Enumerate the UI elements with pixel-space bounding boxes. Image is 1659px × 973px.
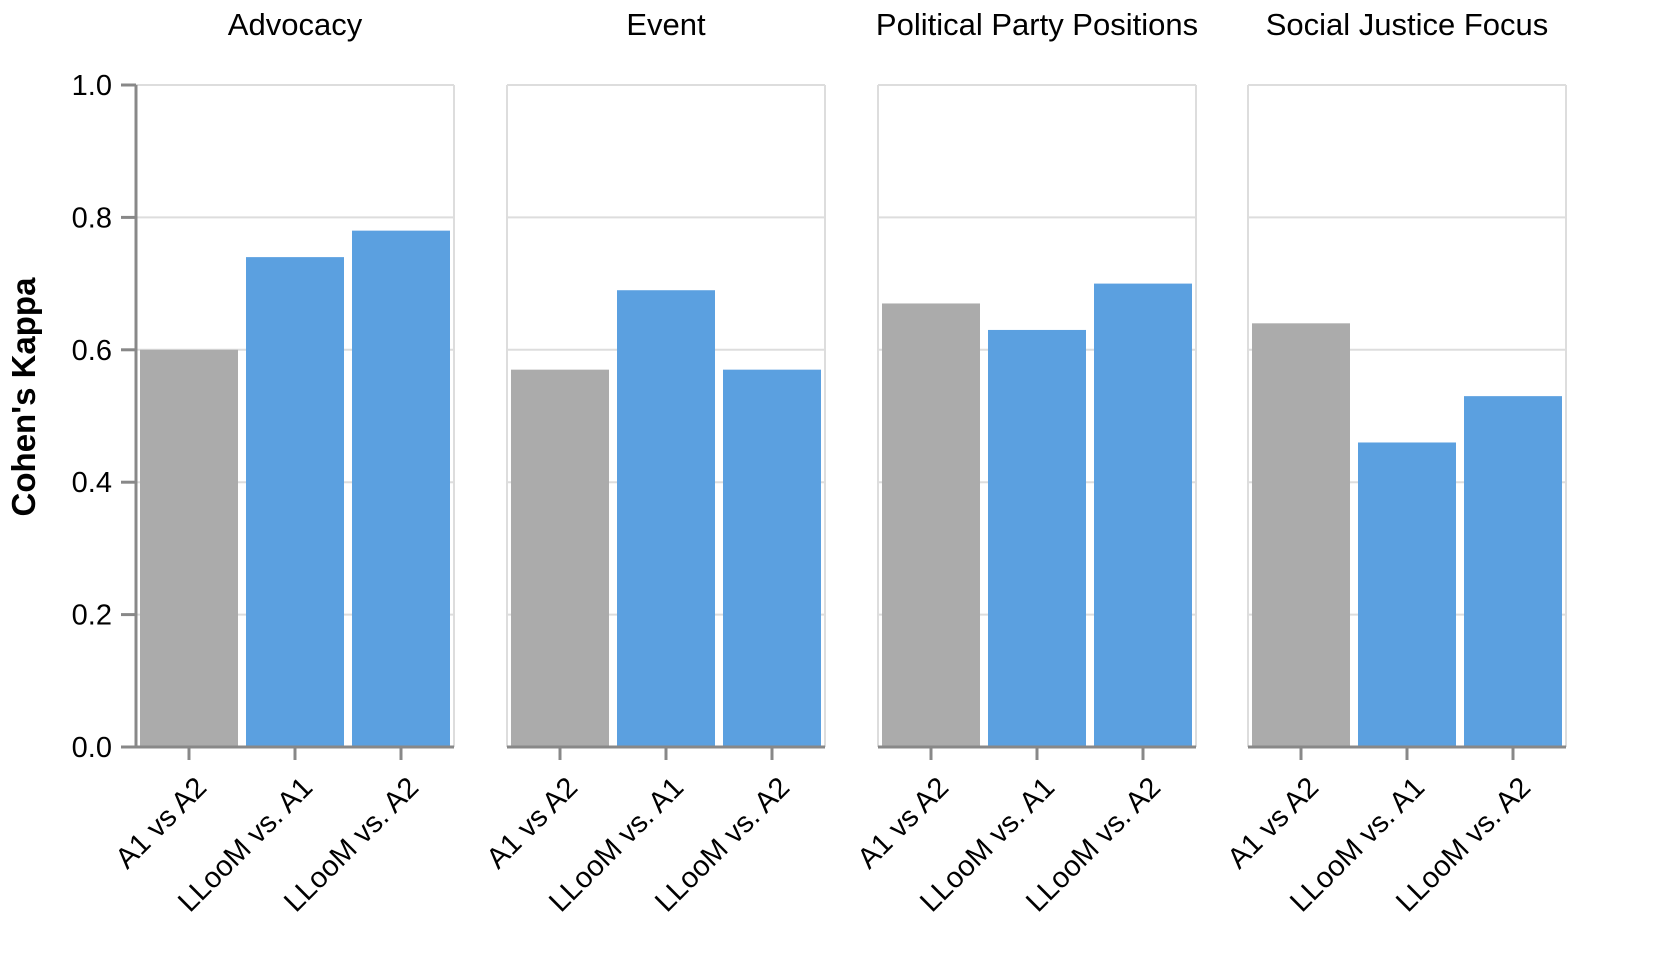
bar-social-justice-focus-2 <box>1358 442 1456 747</box>
x-tick-label: A1 vs A2 <box>110 771 214 875</box>
facet-title-political-party-positions: Political Party Positions <box>876 7 1198 42</box>
y-tick-label: 0.8 <box>72 202 112 234</box>
y-tick-label: 1.0 <box>72 70 112 102</box>
bar-political-party-positions-3 <box>1094 283 1192 747</box>
x-tick-label: A1 vs A2 <box>1222 771 1326 875</box>
bar-political-party-positions-2 <box>988 329 1086 747</box>
bar-advocacy-1 <box>140 349 238 747</box>
facet-title-event: Event <box>626 7 706 42</box>
facet-title-social-justice-focus: Social Justice Focus <box>1266 7 1549 42</box>
x-tick-label: A1 vs A2 <box>852 771 956 875</box>
bar-advocacy-2 <box>246 257 344 747</box>
bar-event-3 <box>723 369 821 747</box>
y-axis-title: Cohen's Kappa <box>5 277 42 517</box>
bar-event-1 <box>511 369 609 747</box>
y-tick-label: 0.6 <box>72 335 112 367</box>
bar-event-2 <box>617 290 715 747</box>
y-tick-label: 0.4 <box>72 467 112 499</box>
bar-social-justice-focus-3 <box>1464 396 1562 747</box>
bar-political-party-positions-1 <box>882 303 980 747</box>
y-tick-label: 0.0 <box>72 732 112 764</box>
facet-title-advocacy: Advocacy <box>228 7 363 42</box>
y-tick-label: 0.2 <box>72 600 112 632</box>
x-tick-label: A1 vs A2 <box>481 771 585 875</box>
bar-social-justice-focus-1 <box>1252 323 1350 747</box>
bar-advocacy-3 <box>352 230 450 747</box>
